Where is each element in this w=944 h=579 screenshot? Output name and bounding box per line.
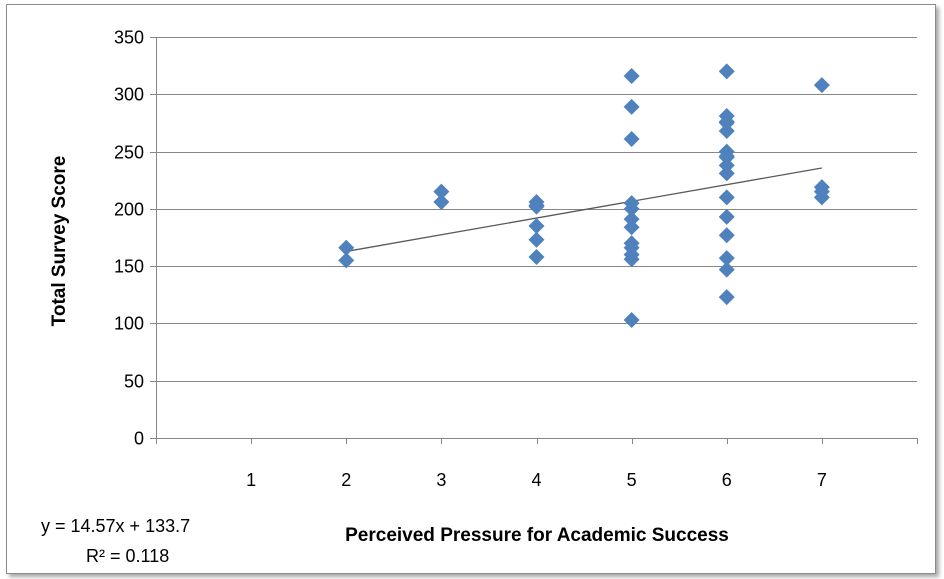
- x-tick-label: 2: [341, 470, 351, 490]
- y-axis-title: Total Survey Score: [49, 156, 70, 327]
- axes: [150, 37, 918, 444]
- data-point: [338, 239, 355, 256]
- data-point: [718, 165, 735, 182]
- data-point: [718, 122, 735, 139]
- gridlines: [156, 37, 917, 382]
- data-point: [528, 248, 545, 265]
- trendline-r-squared: R² = 0.118: [86, 546, 169, 566]
- x-axis-title: Perceived Pressure for Academic Success: [345, 525, 729, 546]
- data-point: [718, 227, 735, 244]
- data-point: [718, 189, 735, 206]
- data-point: [718, 261, 735, 278]
- data-point: [623, 130, 640, 147]
- x-tick-label: 1: [246, 470, 256, 490]
- x-tick-label: 3: [436, 470, 446, 490]
- data-point: [718, 63, 735, 80]
- y-tick-label: 100: [114, 314, 144, 334]
- data-point: [433, 193, 450, 210]
- data-point: [718, 289, 735, 306]
- data-point: [623, 211, 640, 228]
- data-points: [338, 63, 830, 328]
- trendline: [346, 167, 822, 253]
- chart-frame: 0 50 100 150 200 250 300 350 1 2 3 4 5 6 7 Total Surv…: [6, 4, 936, 574]
- y-tick-label: 350: [114, 28, 144, 48]
- y-tick-label: 250: [114, 143, 144, 163]
- data-point: [623, 67, 640, 84]
- x-tick-label: 6: [722, 470, 732, 490]
- x-tick-label: 7: [817, 470, 827, 490]
- x-tick-labels: 1 2 3 4 5 6 7: [246, 470, 827, 490]
- data-point: [718, 250, 735, 267]
- x-tick-label: 4: [531, 470, 541, 490]
- scatter-chart: 0 50 100 150 200 250 300 350 1 2 3 4 5 6 7 Total Surv…: [41, 28, 918, 566]
- data-point: [813, 189, 830, 206]
- x-tick-label: 5: [627, 470, 637, 490]
- data-point: [623, 219, 640, 236]
- data-point: [623, 251, 640, 268]
- y-tick-label: 0: [134, 429, 144, 449]
- data-point: [433, 183, 450, 200]
- y-tick-label: 200: [114, 200, 144, 220]
- trendline-equation: y = 14.57x + 133.7: [41, 516, 190, 536]
- trendline-group: [346, 167, 822, 253]
- y-tick-label: 150: [114, 257, 144, 277]
- y-tick-labels: 0 50 100 150 200 250 300 350: [114, 28, 144, 449]
- data-point: [623, 200, 640, 217]
- data-point: [528, 231, 545, 248]
- data-point: [718, 157, 735, 174]
- data-point: [528, 218, 545, 235]
- y-tick-label: 300: [114, 85, 144, 105]
- data-point: [813, 77, 830, 94]
- data-point: [718, 149, 735, 166]
- y-tick-label: 50: [124, 372, 144, 392]
- data-point: [718, 208, 735, 225]
- data-point: [623, 311, 640, 328]
- data-point: [718, 114, 735, 131]
- data-point: [623, 98, 640, 115]
- data-point: [528, 198, 545, 215]
